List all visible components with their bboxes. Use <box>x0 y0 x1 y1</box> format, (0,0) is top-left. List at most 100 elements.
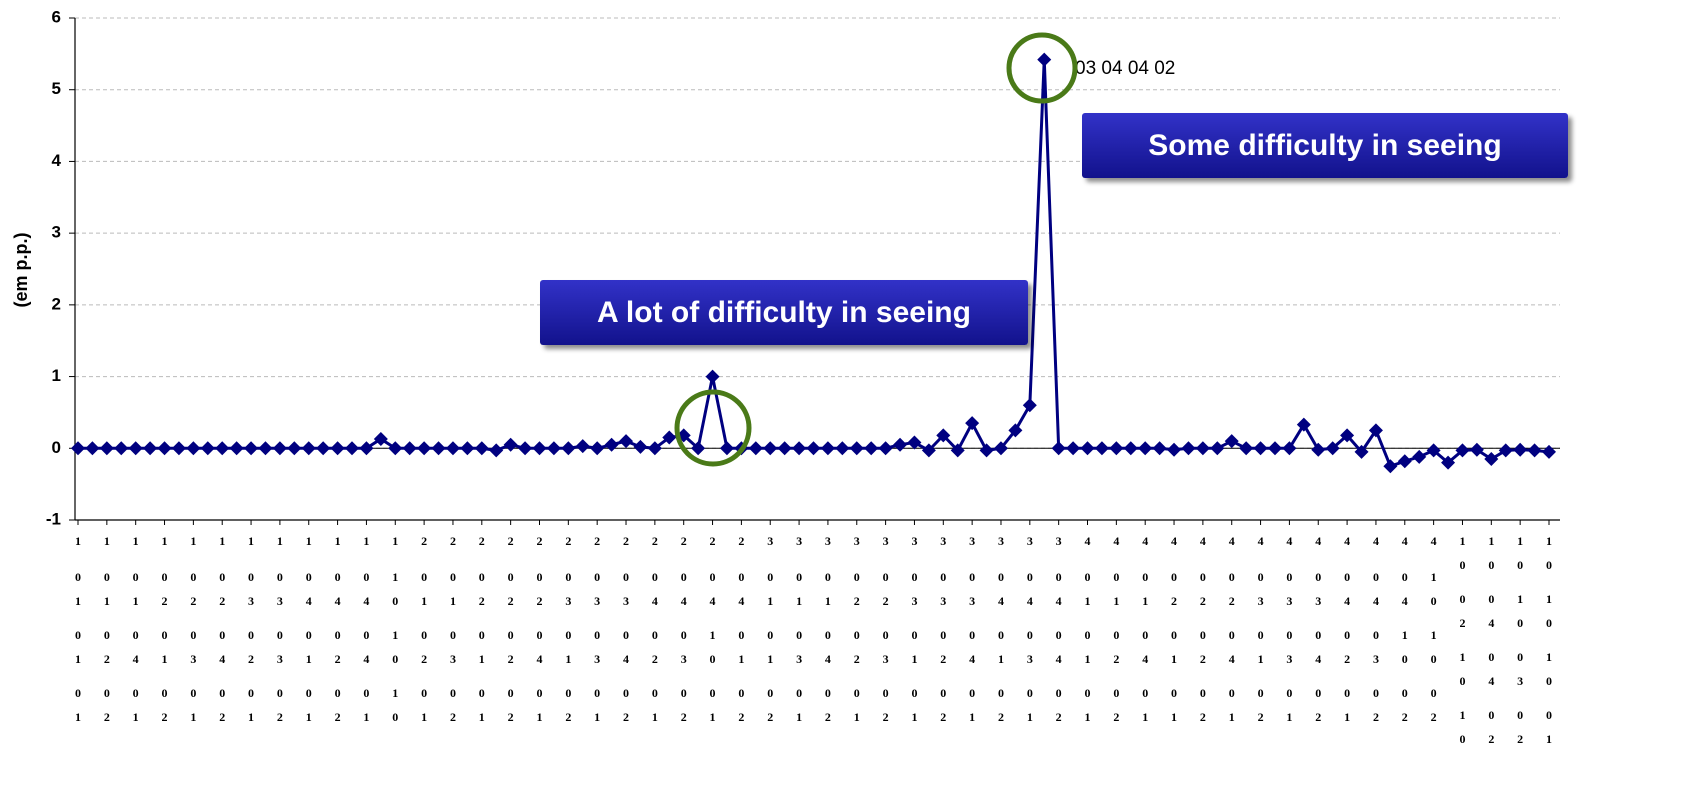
marker <box>1253 441 1268 456</box>
marker <box>1383 459 1398 474</box>
marker <box>402 441 417 456</box>
marker <box>157 441 172 456</box>
x-tick-label: 01 <box>1340 686 1355 734</box>
x-tick-label: 02 <box>993 686 1008 734</box>
marker <box>1311 442 1326 457</box>
x-tick-label: 03 <box>561 570 576 618</box>
x-tick-label: 02 <box>99 686 114 734</box>
x-tick-label: 01 <box>647 686 662 734</box>
x-tick-label: 2 <box>590 534 605 558</box>
marker <box>921 443 936 458</box>
x-tick-label: 2 <box>503 534 518 558</box>
x-tick-label: 03 <box>676 628 691 676</box>
marker <box>1340 428 1355 443</box>
x-tick-label: 04 <box>1224 628 1239 676</box>
x-tick-label: 3 <box>878 534 893 558</box>
x-tick-label: 1 <box>71 534 85 558</box>
x-tick-label: 01 <box>705 686 720 734</box>
marker <box>1008 423 1023 438</box>
x-tick-label: 04 <box>705 570 720 618</box>
y-tick-label: 3 <box>52 223 61 242</box>
x-tick-label: 01 <box>1282 686 1297 734</box>
marker <box>114 441 129 456</box>
marker <box>258 441 273 456</box>
marker <box>1455 443 1470 458</box>
x-tick-label: 4 <box>1080 534 1095 558</box>
x-tick-label: 01 <box>734 628 749 676</box>
marker <box>979 443 994 458</box>
x-tick-label: 02 <box>1340 628 1355 676</box>
marker <box>359 441 374 456</box>
x-tick-label: 02 <box>503 570 518 618</box>
y-tick-label: 5 <box>52 79 61 98</box>
x-tick-label: 04 <box>301 570 316 618</box>
x-tick-label: 04 <box>965 628 980 676</box>
x-tick-label: 03 <box>1282 570 1297 618</box>
marker <box>445 441 460 456</box>
x-tick-label: 01 <box>1022 686 1037 734</box>
x-tick-label: 10 <box>388 628 403 676</box>
x-tick-label: 01 <box>1080 686 1095 734</box>
marker <box>719 441 734 456</box>
x-tick-label: 2 <box>474 534 489 558</box>
x-tick-label: 02 <box>445 686 460 734</box>
x-tick-label: 02 <box>1311 686 1326 734</box>
x-tick-label: 01 <box>474 628 489 676</box>
marker <box>489 443 504 458</box>
x-tick-label: 10 <box>1484 534 1499 582</box>
x-tick-label: 1 <box>301 534 316 558</box>
x-tick-label: 02 <box>561 686 576 734</box>
marker <box>993 441 1008 456</box>
x-tick-label: 4 <box>1282 534 1297 558</box>
x-tick-label: 01 <box>301 628 316 676</box>
marker <box>878 441 893 456</box>
x-tick-label: 02 <box>1051 686 1066 734</box>
marker <box>691 441 706 456</box>
marker <box>474 441 489 456</box>
x-tick-label: 10 <box>1542 592 1556 640</box>
marker <box>215 441 230 456</box>
x-tick-label: 3 <box>993 534 1008 558</box>
marker <box>1354 444 1369 459</box>
x-tick-label: 01 <box>1109 570 1124 618</box>
marker <box>748 441 763 456</box>
x-tick-label: 02 <box>99 628 114 676</box>
x-tick-label: 02 <box>1109 628 1124 676</box>
x-tick-label: 02 <box>532 570 547 618</box>
x-tick-label: 02 <box>503 686 518 734</box>
y-tick-label: 6 <box>52 7 61 26</box>
marker <box>1296 417 1311 432</box>
x-tick-label: 03 <box>272 628 287 676</box>
x-tick-label: 01 <box>561 628 576 676</box>
x-tick-label: 10 <box>705 628 720 676</box>
highlight-circle <box>1006 32 1078 104</box>
x-tick-label: 02 <box>330 628 345 676</box>
x-tick-label: 01 <box>590 686 605 734</box>
marker <box>647 441 662 456</box>
marker <box>1022 398 1037 413</box>
marker <box>1037 52 1052 67</box>
x-tick-label: 03 <box>272 570 287 618</box>
marker <box>1152 441 1167 456</box>
x-tick-label: 3 <box>1022 534 1037 558</box>
x-tick-label: 10 <box>1513 592 1528 640</box>
x-tick-label: 02 <box>244 628 259 676</box>
marker <box>143 441 158 456</box>
x-tick-label: 1 <box>215 534 230 558</box>
x-tick-label: 3 <box>820 534 835 558</box>
x-tick-label: 03 <box>792 628 807 676</box>
x-tick-label: 4 <box>1253 534 1268 558</box>
x-tick-label: 02 <box>763 686 778 734</box>
x-tick-label: 03 <box>1022 628 1037 676</box>
x-tick-label: 01 <box>1080 570 1095 618</box>
marker <box>1469 442 1484 457</box>
x-tick-label: 02 <box>849 628 864 676</box>
marker <box>907 435 922 450</box>
x-tick-label: 01 <box>1167 686 1182 734</box>
x-tick-label: 10 <box>1542 650 1556 698</box>
x-tick-label: 2 <box>619 534 634 558</box>
x-tick-label: 01 <box>445 570 460 618</box>
marker <box>950 443 965 458</box>
marker <box>864 441 879 456</box>
